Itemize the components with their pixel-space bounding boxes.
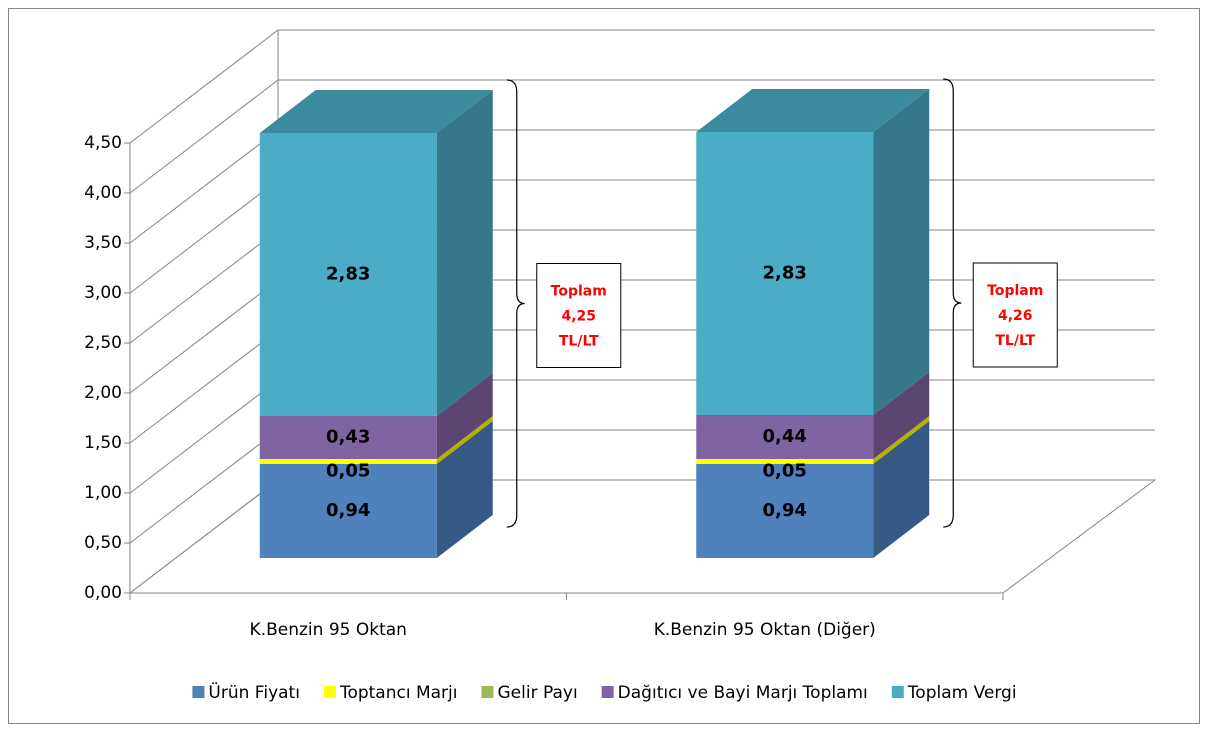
y-tick-label: 0,00 bbox=[84, 583, 122, 603]
y-tick-label: 0,50 bbox=[84, 533, 122, 553]
data-label: 0,05 bbox=[763, 461, 807, 482]
data-label: 0,05 bbox=[326, 461, 370, 482]
bar-front bbox=[259, 416, 437, 459]
bar-front bbox=[259, 459, 437, 464]
bar-top bbox=[259, 90, 493, 133]
y-tick-label: 4,50 bbox=[84, 133, 122, 153]
annotation-box bbox=[972, 262, 1058, 368]
y-tick-label: 2,50 bbox=[84, 333, 122, 353]
y-tick-label: 1,50 bbox=[84, 433, 122, 453]
bar-front bbox=[696, 459, 874, 464]
data-label: 0,44 bbox=[763, 426, 807, 447]
y-tick-label: 3,00 bbox=[84, 283, 122, 303]
bar-front bbox=[696, 464, 874, 558]
data-label: 0,94 bbox=[763, 500, 807, 521]
legend-swatch bbox=[891, 686, 904, 698]
bar-side bbox=[873, 421, 930, 558]
x-tick-label: K.Benzin 95 Oktan bbox=[250, 620, 407, 640]
bar-side bbox=[873, 416, 930, 464]
y-tick-label: 1,00 bbox=[84, 483, 122, 503]
y-tick-label: 3,50 bbox=[84, 233, 122, 253]
legend-swatch bbox=[601, 686, 614, 698]
bar-side bbox=[873, 372, 930, 459]
brace bbox=[943, 78, 962, 528]
legend-swatch bbox=[323, 686, 336, 698]
grid-line bbox=[129, 29, 1155, 144]
brace bbox=[506, 79, 525, 528]
annotation: 4,26 bbox=[998, 308, 1033, 324]
y-tick-label: 2,00 bbox=[84, 383, 122, 403]
data-label: 2,83 bbox=[326, 264, 370, 285]
legend-swatch bbox=[192, 686, 205, 698]
annotation-box bbox=[536, 263, 622, 368]
annotation: TL/LT bbox=[559, 334, 599, 350]
legend-label: Toptancı Marjı bbox=[339, 683, 458, 703]
bar-front bbox=[259, 464, 437, 558]
bar-side bbox=[436, 90, 493, 416]
data-label: 2,83 bbox=[763, 263, 807, 284]
bar-side bbox=[436, 416, 493, 464]
legend-label: Dağıtıcı ve Bayi Marjı Toplamı bbox=[618, 683, 868, 703]
annotation: Toplam bbox=[987, 283, 1043, 299]
bar-front bbox=[696, 415, 874, 459]
bar-side bbox=[436, 373, 493, 459]
legend-swatch bbox=[481, 686, 494, 698]
annotation: 4,25 bbox=[561, 309, 596, 325]
annotation: Toplam bbox=[551, 284, 607, 300]
bar-side bbox=[873, 89, 930, 415]
data-label: 0,94 bbox=[326, 500, 370, 521]
grid-line bbox=[129, 79, 1155, 194]
legend-label: Gelir Payı bbox=[498, 683, 578, 703]
data-label: 0,43 bbox=[326, 427, 370, 448]
y-tick-label: 4,00 bbox=[84, 183, 122, 203]
legend-label: Toplam Vergi bbox=[907, 683, 1017, 703]
bar-side bbox=[436, 421, 493, 558]
bar-front bbox=[259, 133, 437, 416]
bar-front bbox=[696, 132, 874, 415]
annotation: TL/LT bbox=[995, 333, 1035, 349]
bar-top bbox=[696, 89, 930, 132]
legend-label: Ürün Fiyatı bbox=[208, 681, 300, 703]
x-tick-label: K.Benzin 95 Oktan (Diğer) bbox=[654, 620, 876, 640]
